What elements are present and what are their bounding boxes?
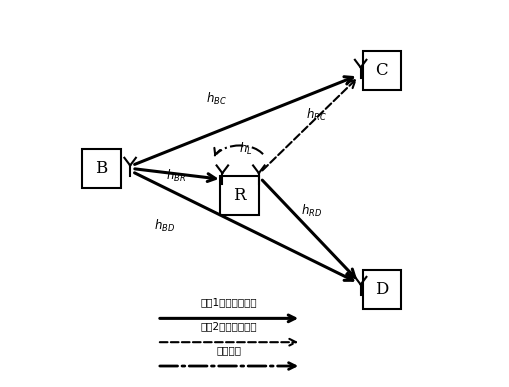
Text: C: C <box>375 62 387 79</box>
Bar <box>362 271 400 309</box>
Text: 时隄2内的传输链路: 时隄2内的传输链路 <box>201 322 257 331</box>
Text: $h_{BR}$: $h_{BR}$ <box>166 168 186 184</box>
Text: D: D <box>375 281 388 298</box>
Bar <box>362 51 400 90</box>
Text: $h_{BD}$: $h_{BD}$ <box>154 218 175 234</box>
Text: 时隄1内的传输链路: 时隄1内的传输链路 <box>201 298 257 308</box>
Text: $h_{RC}$: $h_{RC}$ <box>305 107 326 123</box>
Text: $h_{RD}$: $h_{RD}$ <box>301 203 322 219</box>
Text: $h_{BC}$: $h_{BC}$ <box>206 91 227 108</box>
Text: $h_L$: $h_L$ <box>238 141 251 158</box>
Text: B: B <box>95 160 107 177</box>
Text: 回传链路: 回传链路 <box>216 345 241 355</box>
Bar <box>220 176 259 215</box>
Bar <box>82 149 120 188</box>
Text: R: R <box>233 187 245 204</box>
